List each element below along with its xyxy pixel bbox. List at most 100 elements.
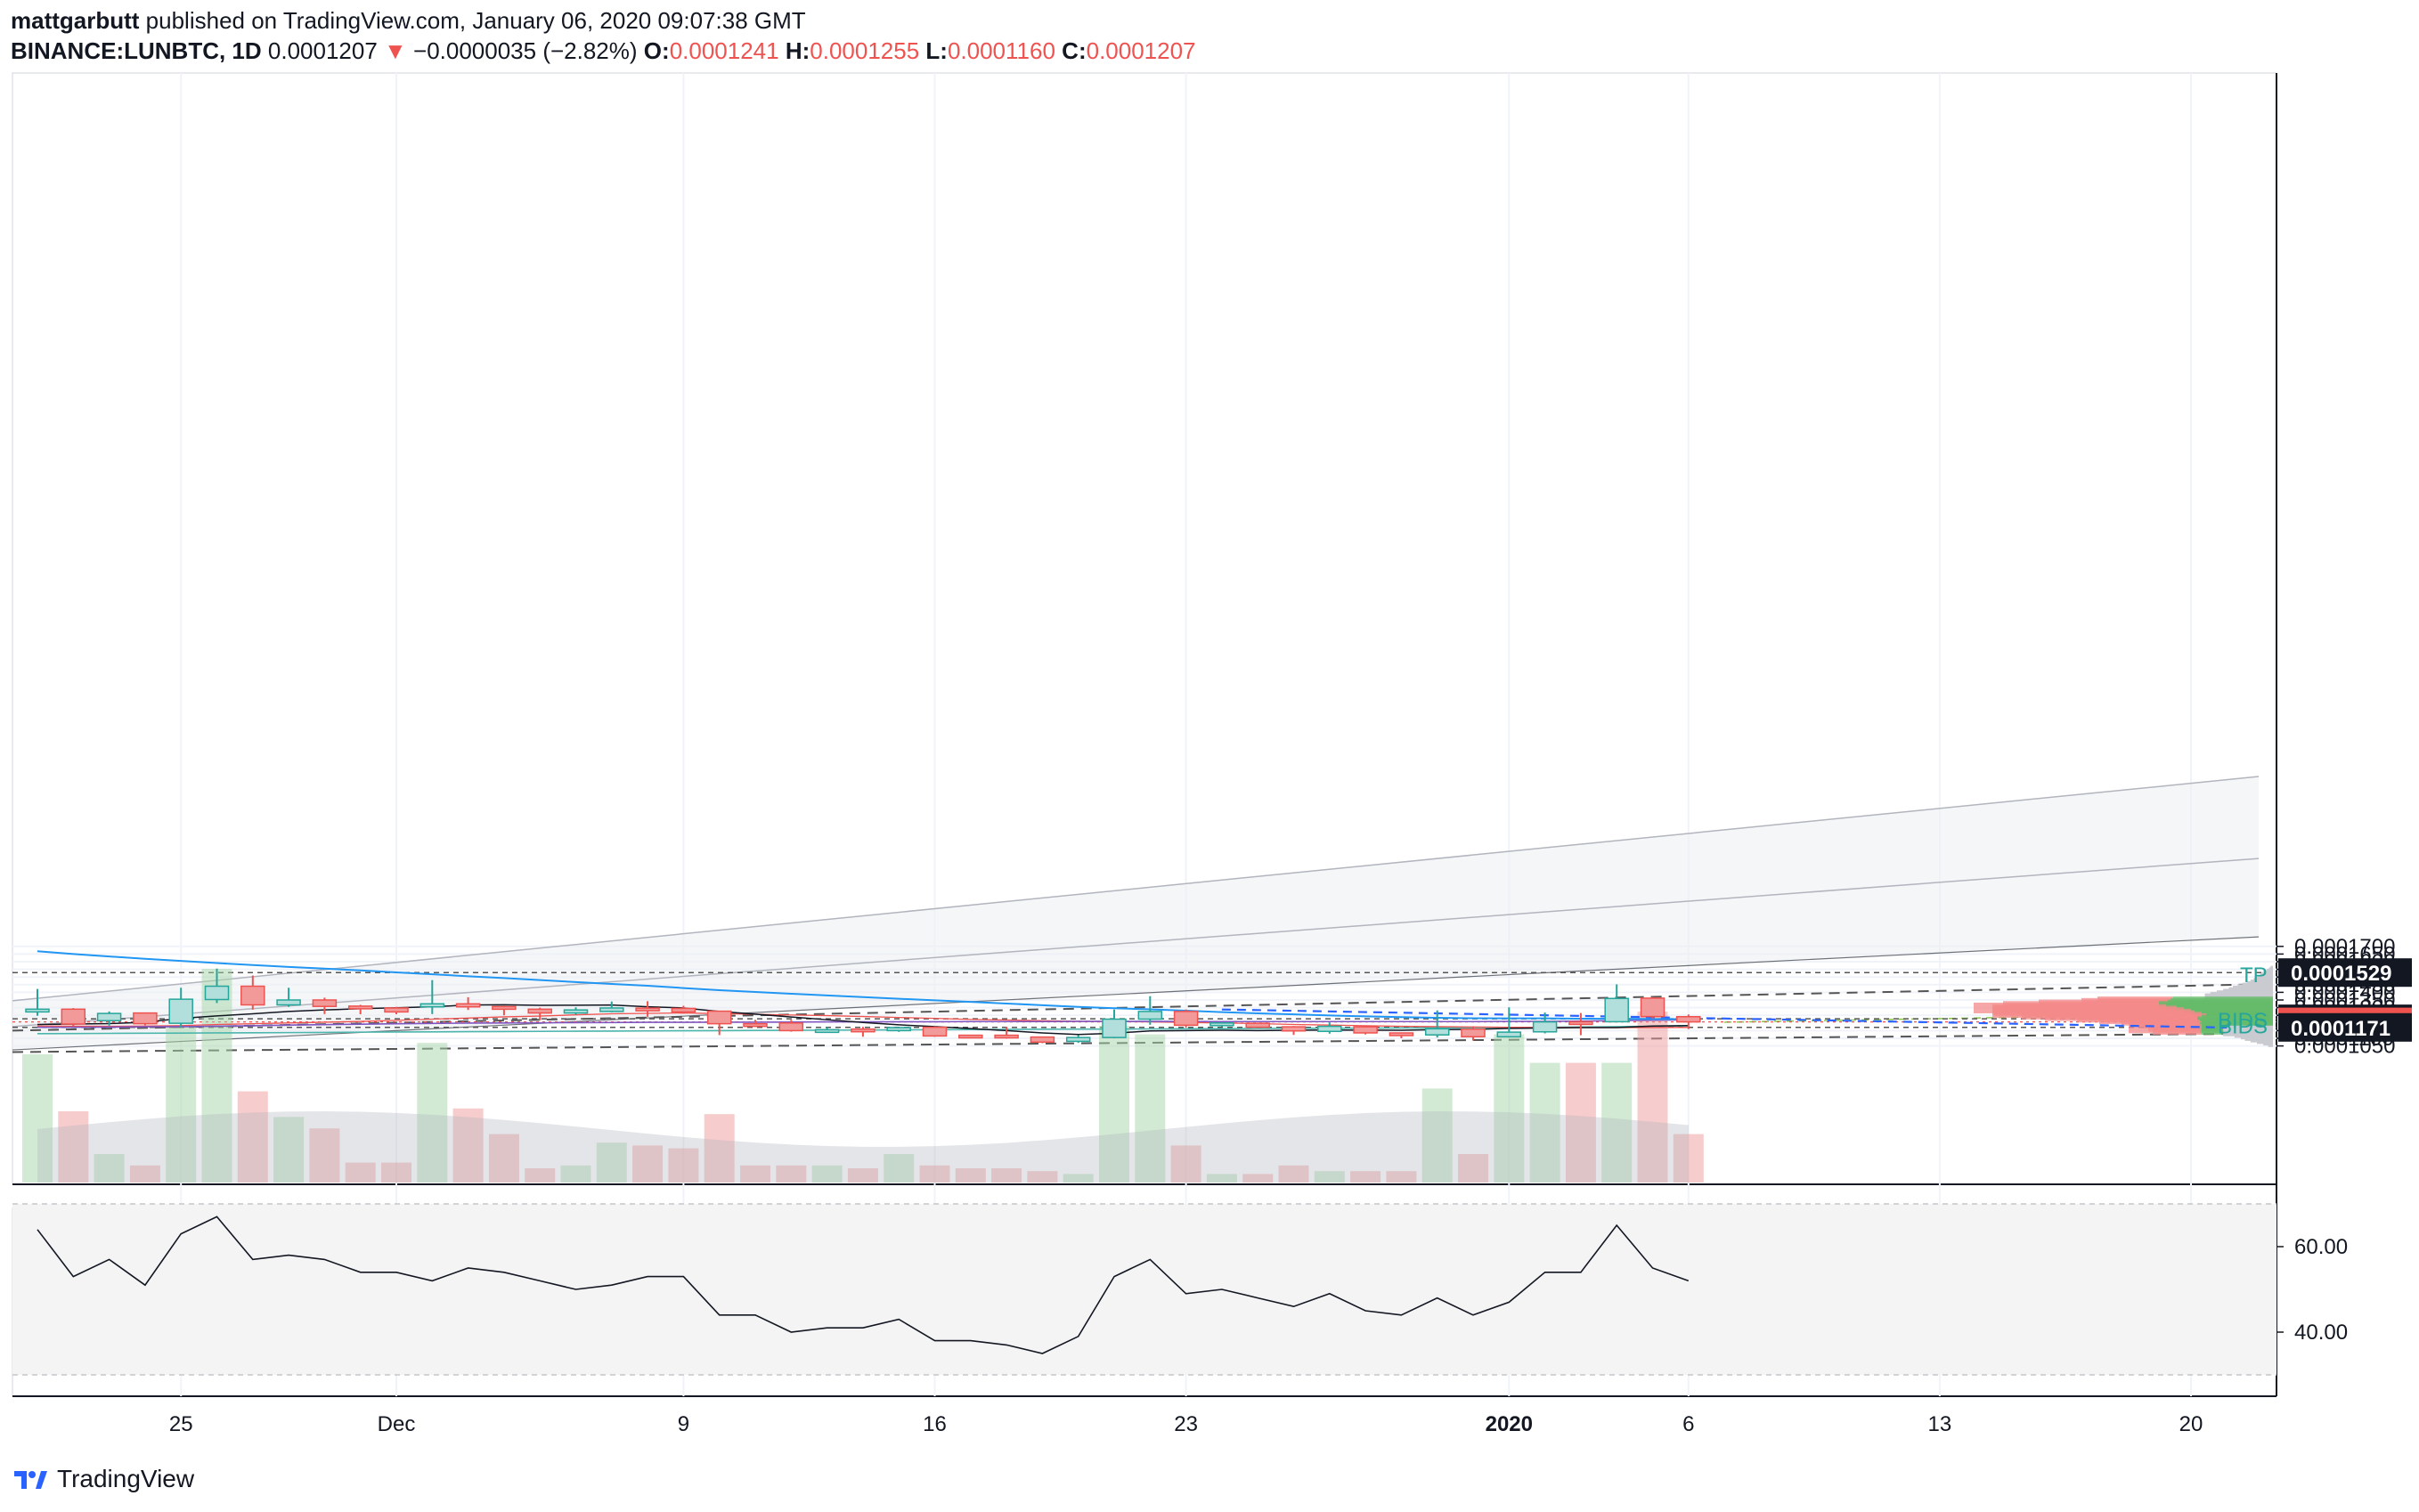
candle-body [1317,1025,1342,1033]
volume-profile-bar [2268,1036,2273,1047]
volume-bar [1278,1165,1309,1183]
volume-bar [776,1165,807,1183]
candle-body [814,1028,840,1034]
candle-body [635,1007,660,1012]
low-label: L: [925,37,948,64]
candle-body [599,1007,624,1012]
volume-bar [560,1165,591,1183]
volume-bar [1458,1154,1488,1183]
volume-bar [1206,1174,1237,1183]
candle-body [1389,1032,1414,1036]
candle-body [204,985,230,1001]
last-price: 0.0001207 [267,37,378,64]
candle-body [96,1012,122,1021]
candle-body [1532,1020,1558,1033]
projection-dashed-line [1221,1008,2228,1029]
candle-body [25,1008,50,1013]
candle-body [1137,1011,1163,1020]
author-name[interactable]: mattgarbutt [11,7,140,34]
volume-bar [488,1134,519,1183]
volume-bar [740,1165,770,1183]
close-value: 0.0001207 [1086,37,1196,64]
volume-bar [129,1165,160,1183]
candle-body [1281,1026,1307,1032]
volume-bar [166,1026,197,1183]
volume-bar [1242,1174,1274,1183]
candle-body [1461,1028,1486,1038]
candle-body [168,998,193,1024]
candle-body [1676,1015,1701,1023]
open-value: 0.0001241 [669,37,779,64]
candle-body [671,1007,696,1013]
time-axis-label: 2020 [1486,1412,1533,1436]
volume-bar [1494,1034,1525,1183]
time-axis-label: 13 [1928,1412,1952,1436]
candle-body [1604,997,1629,1023]
volume-bar [847,1168,878,1183]
time-axis-label: 23 [1174,1412,1198,1436]
tradingview-logo-icon[interactable] [12,1467,48,1491]
volume-bar [1529,1062,1560,1183]
volume-bar [1063,1174,1094,1183]
footer-brand[interactable]: TradingView [57,1465,195,1492]
time-axis-label: 20 [2179,1412,2203,1436]
volume-bar [955,1168,986,1183]
volume-bar [991,1168,1022,1183]
tp-label: TP [2240,963,2268,988]
time-axis-label: 25 [169,1412,193,1436]
candle-body [1102,1018,1127,1038]
candle-body [1353,1026,1378,1034]
candle-body [706,1010,732,1025]
chart-header: mattgarbutt published on TradingView.com… [11,5,2407,66]
publish-line: mattgarbutt published on TradingView.com… [11,5,2407,36]
candle-body [384,1007,409,1013]
candle-body [743,1022,768,1028]
price-badge-label: 0.0001171 [2291,1017,2390,1041]
volume-bar [94,1154,125,1183]
candle-body [133,1012,158,1025]
time-axis-label: 9 [678,1412,689,1436]
volume-bar [1386,1171,1417,1183]
price-change: −0.0000035 (−2.82%) [413,37,638,64]
candle-body [492,1005,517,1011]
volume-bar [1637,1012,1668,1183]
volume-bar [632,1145,664,1183]
candle-body [886,1027,911,1032]
volume-bar [919,1165,950,1183]
footer: TradingView [12,1461,194,1497]
time-axis-label: 16 [923,1412,947,1436]
rsi-axis-label: 60.00 [2294,1235,2348,1259]
volume-bar [1027,1171,1058,1183]
candle-body [347,1005,373,1010]
candle-body [527,1008,552,1014]
bids-label: BIDS [2218,1009,2268,1033]
candle-body [240,985,265,1006]
volume-bar [22,1054,53,1183]
price-badge [2278,958,2412,988]
sma-short-line [37,1004,1689,1036]
candle-body [1210,1022,1234,1027]
price-badge [2278,1012,2412,1042]
candle-body [1424,1028,1450,1036]
candle-body [1496,1031,1522,1038]
rsi-band [12,1204,2276,1375]
sma-mid-line [37,1012,1689,1028]
bids-label: BIDS [2218,1015,2268,1039]
upper-channel-fill [12,776,2259,1027]
volume-bar [1673,1134,1704,1183]
symbol-label[interactable]: BINANCE:LUNBTC, 1D [11,37,262,64]
volume-bar [1170,1145,1201,1183]
volume-bar [1565,1062,1596,1183]
volume-bar [1601,1062,1633,1183]
ohlc-line: BINANCE:LUNBTC, 1D 0.0001207 ▼ −0.000003… [11,36,2407,66]
candle-body [1173,1011,1199,1027]
volume-bar [811,1165,843,1183]
candle-body [851,1028,876,1033]
candle-body [1568,1020,1593,1026]
volume-profile-ask-bar [2153,1024,2202,1036]
published-text: published on TradingView.com, January 06… [145,7,806,34]
candle-body [419,1003,445,1008]
volume-bar [309,1128,340,1183]
volume-bar [345,1162,376,1183]
